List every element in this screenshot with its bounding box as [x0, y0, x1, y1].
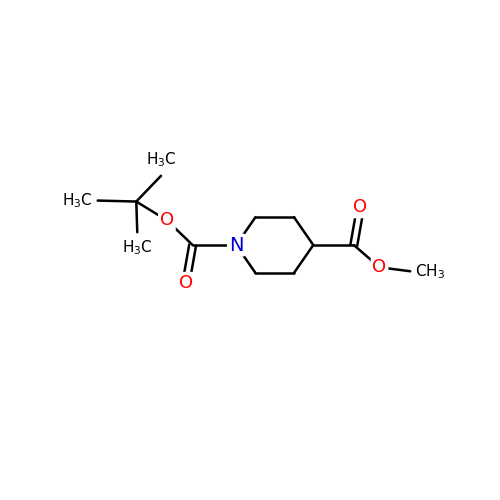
Text: O: O [372, 258, 386, 276]
Text: H$_3$C: H$_3$C [62, 191, 93, 210]
Text: O: O [160, 212, 174, 230]
Text: O: O [178, 274, 193, 291]
Text: H$_3$C: H$_3$C [122, 238, 152, 258]
Text: O: O [352, 198, 367, 216]
Text: N: N [229, 236, 244, 255]
Text: CH$_3$: CH$_3$ [415, 262, 446, 280]
Text: H$_3$C: H$_3$C [146, 150, 176, 170]
